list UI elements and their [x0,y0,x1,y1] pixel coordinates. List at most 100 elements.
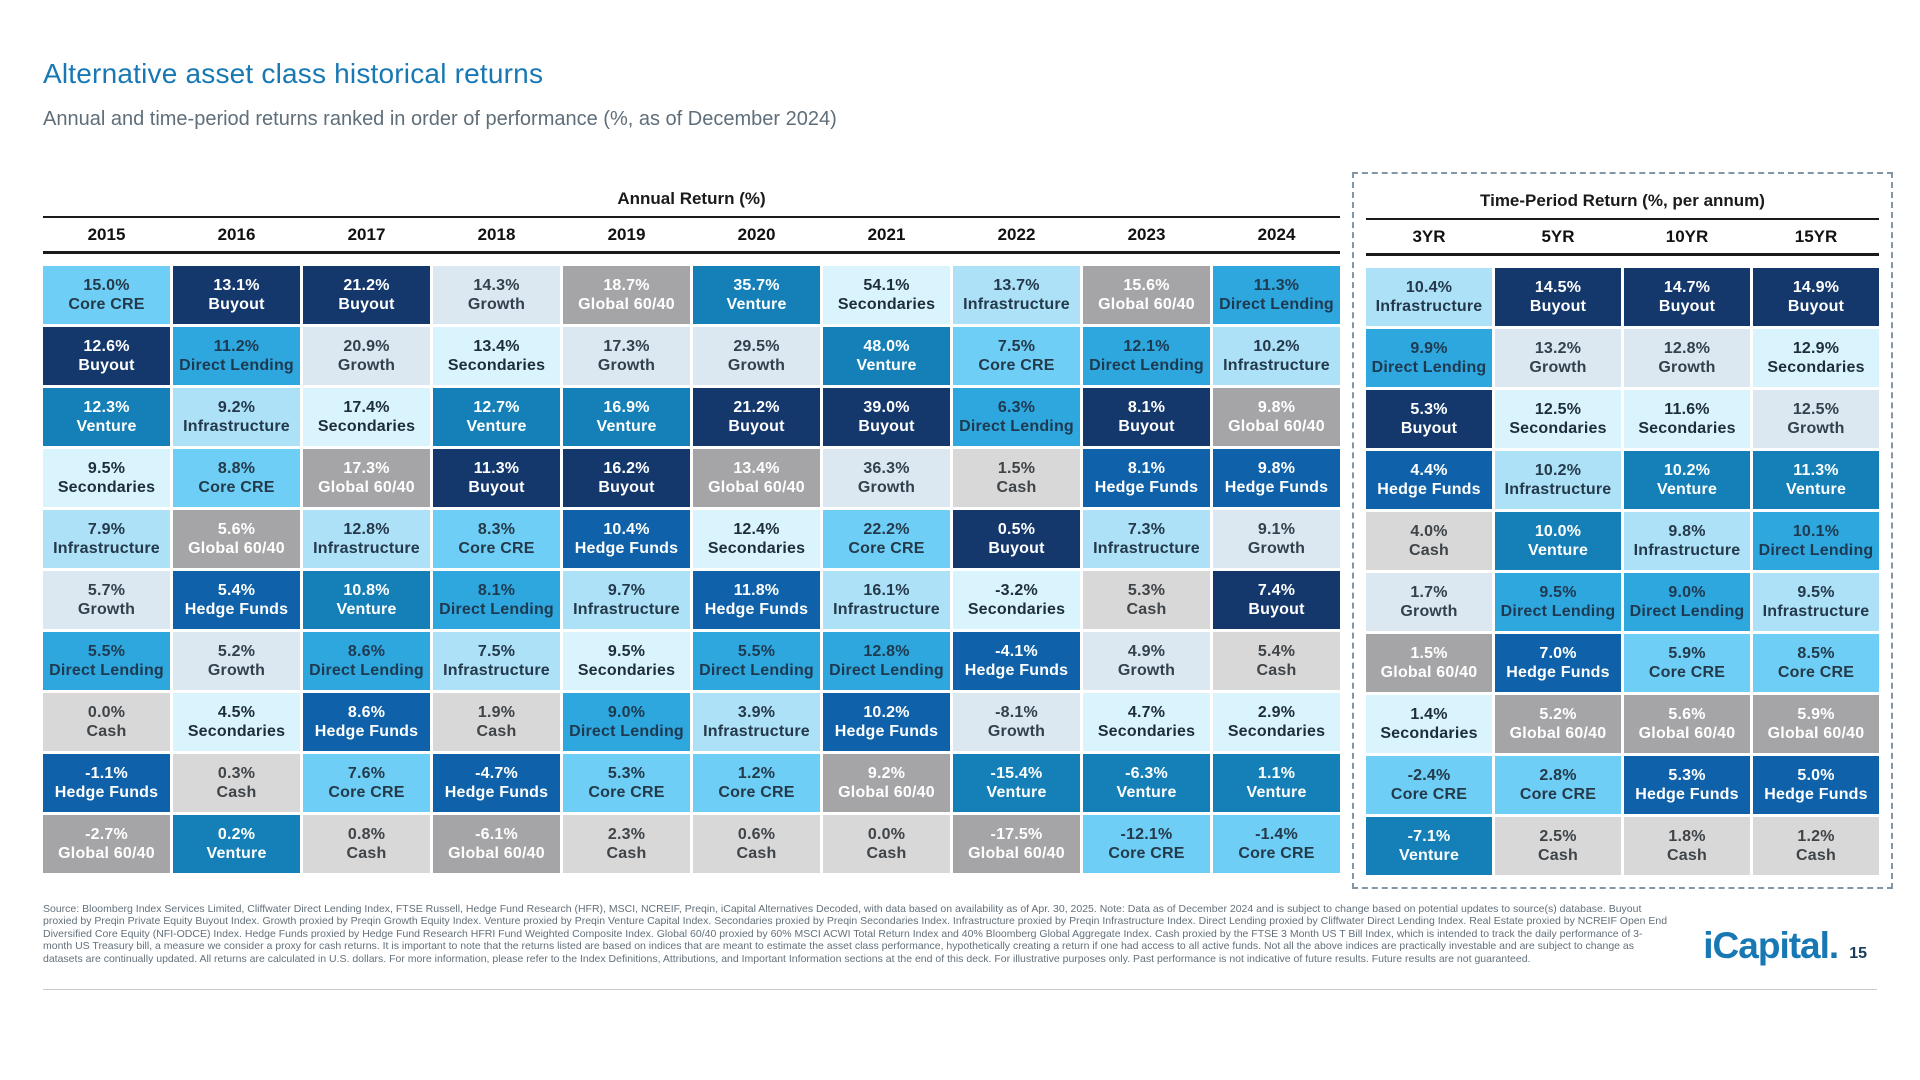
cell-value: 39.0% [863,399,910,416]
period-return-cell: 9.5% Infrastructure [1753,573,1879,631]
period-return-cell: 8.5% Core CRE [1753,634,1879,692]
annual-return-cell: 9.5% Secondaries [563,632,690,690]
period-return-cell: 14.5% Buyout [1495,268,1621,326]
cell-asset-label: Core CRE [718,784,795,801]
cell-value: 9.0% [1668,584,1706,601]
cell-asset-label: Cash [1409,542,1449,559]
cell-asset-label: Global 60/40 [58,845,155,862]
cell-value: 0.0% [87,704,126,721]
cell-asset-label: Core CRE [848,540,925,557]
annual-return-cell: 0.0% Cash [43,693,170,751]
cell-asset-label: Infrastructure [1223,357,1330,374]
cell-value: 12.8% [343,521,390,538]
cell-value: 18.7% [603,277,650,294]
cell-value: 4.7% [1127,704,1166,721]
cell-asset-label: Core CRE [328,784,405,801]
annual-return-cell: 8.1% Hedge Funds [1083,449,1210,507]
cell-asset-label: Secondaries [1380,725,1478,742]
cell-value: -15.4% [990,765,1043,782]
cell-asset-label: Direct Lending [1089,357,1204,374]
annual-return-cell: 12.4% Secondaries [693,510,820,568]
cell-asset-label: Growth [987,723,1046,740]
annual-return-cell: 13.7% Infrastructure [953,266,1080,324]
period-return-cell: 11.6% Secondaries [1624,390,1750,448]
cell-value: 10.2% [1534,462,1582,479]
cell-value: -8.1% [995,704,1038,721]
annual-year-headers: 2015 2016 2017 2018 2019 2020 2021 2022 2023 2024 [43,218,1340,254]
annual-return-cell: 9.1% Growth [1213,510,1340,568]
cell-value: 5.5% [737,643,776,660]
period-return-cell: 5.3% Buyout [1366,390,1492,448]
cell-asset-label: Cash [1538,847,1578,864]
cell-asset-label: Secondaries [707,540,806,557]
cell-value: 2.5% [1539,828,1577,845]
cell-value: 36.3% [863,460,910,477]
cell-asset-label: Infrastructure [313,540,420,557]
annual-return-cell: 4.7% Secondaries [1083,693,1210,751]
cell-value: 17.4% [343,399,390,416]
cell-asset-label: Cash [476,723,517,740]
cell-asset-label: Direct Lending [1219,296,1334,313]
cell-value: 2.8% [1539,767,1577,784]
cell-asset-label: Growth [467,296,526,313]
annual-return-cell: -4.7% Hedge Funds [433,754,560,812]
annual-return-cell: 9.8% Hedge Funds [1213,449,1340,507]
cell-asset-label: Core CRE [588,784,665,801]
cell-value: 8.1% [1127,460,1166,477]
cell-value: 5.3% [607,765,646,782]
cell-asset-label: Direct Lending [569,723,684,740]
period-return-cell: 14.9% Buyout [1753,268,1879,326]
cell-value: -2.7% [85,826,128,843]
annual-return-cell: 7.5% Core CRE [953,327,1080,385]
cell-value: 12.5% [1534,401,1582,418]
cell-value: 9.2% [217,399,256,416]
cell-asset-label: Buyout [1658,298,1716,315]
annual-return-cell: 29.5% Growth [693,327,820,385]
cell-value: 7.3% [1127,521,1166,538]
cell-asset-label: Buyout [1118,418,1175,435]
cell-value: 12.6% [83,338,130,355]
cell-value: 9.5% [87,460,126,477]
logo-wordmark: iCapital [1703,925,1830,966]
period-return-cell: 1.2% Cash [1753,817,1879,875]
cell-asset-label: Venture [336,601,397,618]
annual-return-cell: 5.6% Global 60/40 [173,510,300,568]
cell-asset-label: Hedge Funds [704,601,809,618]
cell-asset-label: Venture [596,418,657,435]
cell-asset-label: Buyout [1529,298,1587,315]
cell-value: 2.9% [1257,704,1296,721]
annual-return-cell: 21.2% Buyout [303,266,430,324]
period-return-cell: -7.1% Venture [1366,817,1492,875]
cell-asset-label: Infrastructure [443,662,550,679]
time-period-header: Time-Period Return (%, per annum) [1366,186,1879,220]
cell-value: -7.1% [1407,828,1451,845]
cell-asset-label: Infrastructure [1633,542,1741,559]
annual-return-cell: 1.2% Core CRE [693,754,820,812]
cell-value: 16.1% [863,582,910,599]
cell-value: 5.3% [1410,401,1448,418]
cell-value: 16.2% [603,460,650,477]
cell-asset-label: Secondaries [577,662,676,679]
cell-asset-label: Direct Lending [49,662,164,679]
cell-value: 5.3% [1668,767,1706,784]
cell-value: 7.0% [1539,645,1577,662]
time-period-column-headers: 3YR 5YR 10YR 15YR [1366,220,1879,256]
time-period-return-grid: 10.4% Infrastructure 14.5% Buyout 14.7% Buyou… [1366,268,1879,875]
cell-asset-label: Cash [866,845,907,862]
annual-return-cell: -17.5% Global 60/40 [953,815,1080,873]
cell-asset-label: Infrastructure [573,601,680,618]
annual-return-cell: 17.4% Secondaries [303,388,430,446]
cell-value: -12.1% [1120,826,1173,843]
period-return-cell: 10.1% Direct Lending [1753,512,1879,570]
cell-asset-label: Hedge Funds [1764,786,1868,803]
annual-col-header: 2023 [1127,224,1166,244]
period-return-cell: 5.6% Global 60/40 [1624,695,1750,753]
cell-value: 4.4% [1410,462,1448,479]
cell-value: 21.2% [733,399,780,416]
cell-asset-label: Global 60/40 [968,845,1065,862]
annual-return-cell: 2.9% Secondaries [1213,693,1340,751]
cell-asset-label: Buyout [858,418,915,435]
period-return-cell: 10.4% Infrastructure [1366,268,1492,326]
cell-asset-label: Core CRE [978,357,1055,374]
annual-return-cell: 11.3% Buyout [433,449,560,507]
